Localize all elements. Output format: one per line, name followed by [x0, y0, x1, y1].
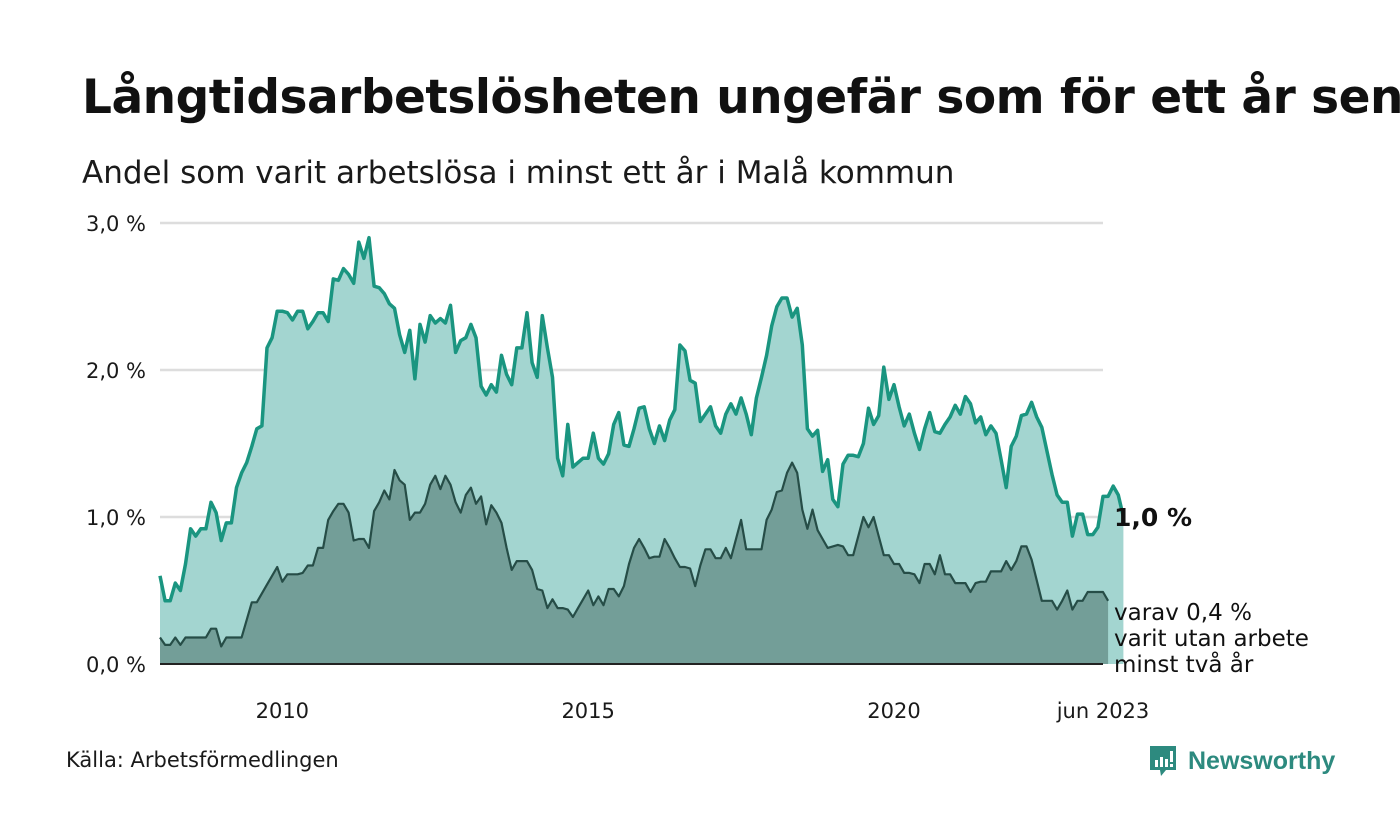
y-tick-label: 3,0 %	[86, 212, 146, 236]
x-tick-label: jun 2023	[1056, 699, 1150, 723]
brand-name: Newsworthy	[1188, 746, 1336, 775]
y-axis-labels: 0,0 % 1,0 % 2,0 % 3,0 %	[86, 212, 146, 677]
x-tick-label: 2020	[867, 699, 920, 723]
chart-subtitle: Andel som varit arbetslösa i minst ett å…	[82, 155, 955, 191]
y-tick-label: 2,0 %	[86, 359, 146, 383]
chart-title: Långtidsarbetslösheten ungefär som för e…	[82, 70, 1400, 125]
brand-logo[interactable]: Newsworthy	[1148, 744, 1335, 778]
y-tick-label: 0,0 %	[86, 653, 146, 677]
line-one-year	[158, 235, 1126, 603]
last-value-label: 1,0 %	[1114, 503, 1192, 532]
x-axis-labels: 2010 2015 2020 jun 2023	[256, 699, 1150, 723]
sub-series-label-line1: varav 0,4 %	[1114, 600, 1252, 626]
sub-series-label-line2: varit utan arbete	[1114, 626, 1309, 652]
sub-series-label-line3: minst två år	[1114, 650, 1254, 678]
x-tick-label: 2010	[256, 699, 309, 723]
area-two-year	[160, 462, 1109, 664]
x-tick-label: 2015	[561, 699, 614, 723]
newsworthy-chart-bubble-icon	[1150, 746, 1176, 776]
line-two-year	[159, 461, 1110, 648]
y-tick-label: 1,0 %	[86, 506, 146, 530]
source-note: Källa: Arbetsförmedlingen	[66, 748, 339, 772]
